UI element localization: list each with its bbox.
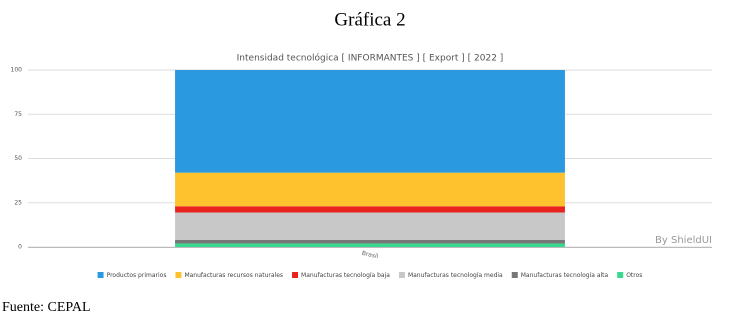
legend-swatch [292, 272, 299, 278]
chart-title: Intensidad tecnológica [ INFORMANTES ] [… [237, 53, 504, 64]
bar-segment [175, 243, 565, 247]
footer: Fuente: CEPAL [2, 300, 91, 315]
bar-segment [175, 239, 565, 244]
legend-label: Manufacturas tecnología media [408, 272, 503, 279]
legend-label: Manufacturas tecnología baja [301, 272, 390, 279]
legend-label: Manufacturas tecnología alta [521, 272, 609, 279]
legend-swatch [175, 272, 182, 278]
bar-segment [175, 206, 565, 213]
y-tick-label: 0 [18, 244, 22, 251]
y-tick-label: 50 [14, 155, 22, 162]
page-heading: Gráfica 2 [334, 9, 405, 30]
legend-swatch [97, 272, 104, 278]
watermark: By ShieldUI [655, 235, 712, 246]
legend-label: Manufacturas recursos naturales [184, 272, 283, 279]
legend-swatch [617, 272, 624, 278]
bar-segment [175, 212, 565, 240]
y-tick-label: 25 [14, 199, 22, 206]
legend-swatch [398, 272, 405, 278]
legend-label: Productos primarios [107, 272, 167, 279]
legend-label: Otros [626, 272, 642, 279]
x-tick-label: Brasil [361, 250, 379, 260]
bar-segment [175, 70, 565, 173]
y-tick-label: 75 [14, 111, 22, 118]
bar-segment [175, 172, 565, 207]
y-tick-label: 100 [11, 67, 23, 74]
legend-swatch [511, 272, 518, 278]
